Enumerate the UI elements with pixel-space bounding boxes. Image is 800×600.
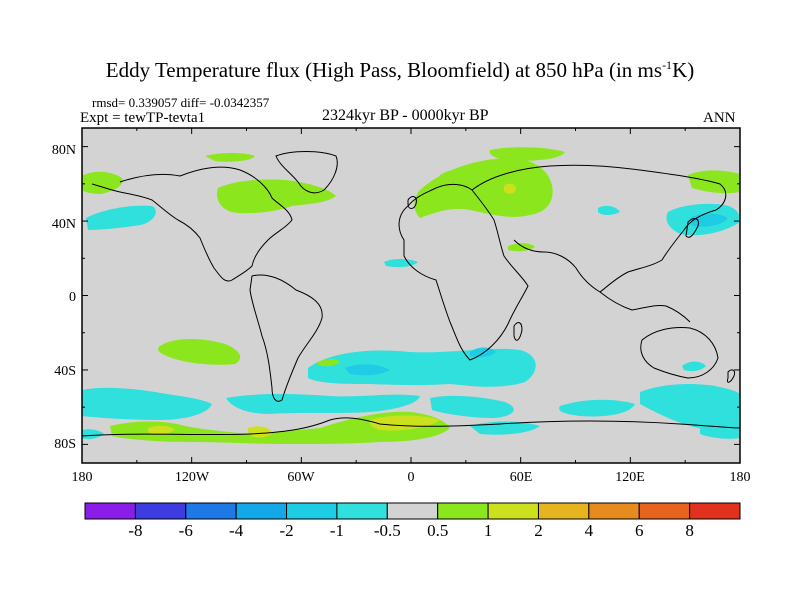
x-tick-label: 0 bbox=[407, 470, 415, 485]
region-southern-ocean-indian-negative bbox=[640, 384, 740, 431]
coast-japan bbox=[685, 218, 699, 238]
coast-north-america bbox=[91, 166, 293, 282]
colorbar-label: -6 bbox=[178, 521, 193, 540]
y-tick-label: 0 bbox=[69, 290, 76, 305]
x-tick-label: 60E bbox=[509, 470, 533, 485]
coast-southeast-asia bbox=[599, 291, 691, 323]
axis-ticks bbox=[81, 128, 741, 463]
region-arctic-strip-3 bbox=[440, 169, 468, 181]
colorbar-swatch bbox=[487, 502, 539, 520]
region-south-pacific-positive bbox=[158, 339, 241, 365]
colorbar-label: -8 bbox=[128, 521, 143, 540]
region-antarctic-peak-1 bbox=[248, 426, 272, 438]
region-north-pacific-negative bbox=[86, 205, 156, 230]
region-alaska-positive bbox=[82, 171, 123, 194]
region-antarctic-peak-3 bbox=[148, 425, 175, 435]
period-label: 2324kyr BP - 0000kyr BP bbox=[322, 107, 489, 124]
colorbar-swatch bbox=[386, 502, 439, 520]
colorbar-label: 4 bbox=[584, 521, 594, 540]
colorbar-swatch bbox=[286, 502, 338, 520]
experiment-label: Expt = tewTP-tevta1 bbox=[80, 110, 206, 126]
region-southern-ocean-indian-2 bbox=[559, 399, 635, 417]
region-south-africa-negative bbox=[470, 347, 496, 358]
rmsd-diff-stats: rmsd= 0.339057 diff= -0.0342357 bbox=[92, 95, 270, 110]
colorbar bbox=[84, 502, 741, 520]
region-southern-ocean-pacific-negative bbox=[82, 387, 212, 420]
x-tick-label: 120E bbox=[615, 470, 645, 485]
colorbar-label: 8 bbox=[685, 521, 694, 540]
coast-australia bbox=[640, 327, 719, 379]
region-west-siberia-peak bbox=[504, 183, 516, 194]
region-north-atlantic-positive bbox=[216, 179, 336, 214]
colorbar-swatch bbox=[537, 502, 590, 520]
coast-antarctica bbox=[81, 417, 741, 437]
region-southern-ocean-east-negative bbox=[430, 395, 514, 418]
x-tick-label: 180 bbox=[71, 470, 93, 485]
y-tick-label: 40N bbox=[51, 217, 76, 232]
region-arctic-strip-2 bbox=[489, 147, 565, 161]
region-east-siberia-positive bbox=[688, 170, 740, 194]
anomaly-regions bbox=[82, 147, 740, 444]
x-tick-label: 180 bbox=[729, 470, 751, 485]
colorbar-swatch bbox=[235, 502, 288, 520]
colorbar-label: 2 bbox=[534, 521, 543, 540]
season-label: ANN bbox=[703, 110, 736, 126]
colorbar-swatch bbox=[185, 502, 237, 520]
y-tick-label: 40S bbox=[54, 364, 76, 379]
coast-uk bbox=[407, 196, 417, 209]
colorbar-label: -4 bbox=[229, 521, 244, 540]
colorbar-swatch bbox=[84, 502, 136, 520]
colorbar-swatch bbox=[689, 502, 741, 520]
x-tick-label: 60W bbox=[287, 470, 315, 485]
x-tick-label: 120W bbox=[174, 470, 210, 485]
colorbar-label: 1 bbox=[483, 521, 493, 540]
colorbar-label: -2 bbox=[279, 521, 294, 540]
colorbar-label: -0.5 bbox=[373, 521, 401, 540]
region-south-atlantic-positive bbox=[318, 359, 340, 367]
region-south-atlantic-core bbox=[345, 364, 390, 376]
colorbar-swatch bbox=[336, 502, 388, 520]
region-australia-south-negative bbox=[682, 361, 706, 372]
coast-south-america bbox=[249, 274, 323, 402]
colorbar-swatch bbox=[588, 502, 640, 520]
colorbar-label: 6 bbox=[634, 521, 644, 540]
y-tick-label: 80S bbox=[54, 437, 76, 452]
region-antarctic-pacific-negative bbox=[82, 429, 104, 440]
region-antarctic-peak-2 bbox=[369, 415, 440, 431]
coast-asia bbox=[471, 164, 727, 293]
plot-title: Eddy Temperature flux (High Pass, Bloomf… bbox=[105, 58, 695, 82]
colorbar-swatch bbox=[638, 502, 691, 520]
colorbar-swatch bbox=[134, 502, 187, 520]
coast-greenland bbox=[275, 151, 338, 194]
region-arctic-strip-1 bbox=[205, 153, 255, 162]
region-mid-atlantic-negative bbox=[384, 259, 418, 268]
coastlines bbox=[81, 151, 741, 437]
colorbar-label: 0.5 bbox=[427, 521, 449, 540]
coast-new-zealand bbox=[727, 369, 735, 383]
coast-europe-africa bbox=[398, 183, 529, 361]
colorbar-label: -1 bbox=[329, 521, 344, 540]
region-south-atlantic-negative bbox=[308, 348, 536, 387]
colorbar-swatch bbox=[437, 502, 489, 520]
region-n-africa-negative bbox=[598, 205, 620, 215]
coast-madagascar bbox=[513, 322, 523, 341]
y-tick-label: 80N bbox=[51, 143, 76, 158]
